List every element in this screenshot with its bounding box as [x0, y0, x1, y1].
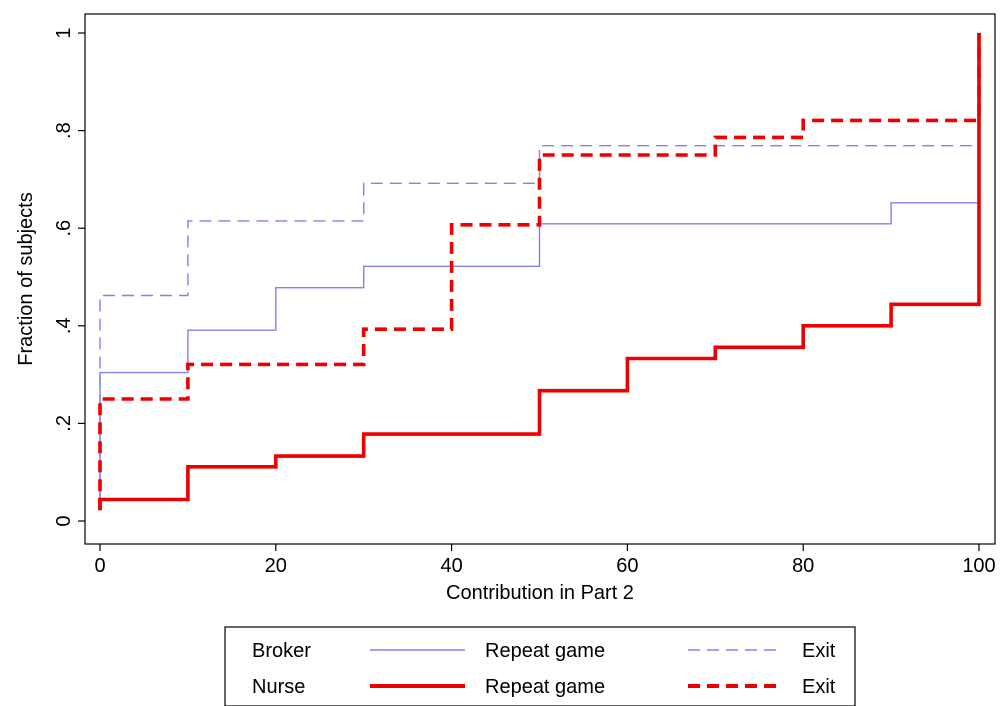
- y-tick-label: 1: [53, 27, 75, 38]
- series-layer: [98, 33, 981, 511]
- legend-group-nurse: Nurse: [252, 676, 305, 698]
- y-tick-label: .4: [53, 317, 75, 334]
- y-tick-label: .8: [53, 122, 75, 139]
- legend-group-broker: Broker: [252, 640, 311, 662]
- legend: Broker Repeat game Exit Nurse Repeat gam…: [224, 626, 856, 706]
- legend-label-broker-exit: Exit: [802, 640, 836, 662]
- series-nurse-repeat-game: [98, 33, 981, 511]
- series-broker-exit: [99, 33, 980, 502]
- y-axis: 0 .2 .4 .6 .8 1: [53, 27, 85, 527]
- y-axis-title: Fraction of subjects: [15, 192, 37, 365]
- x-axis-title: Contribution in Part 2: [446, 582, 634, 604]
- legend-label-broker-repeat: Repeat game: [485, 640, 605, 662]
- y-tick-label: 0: [53, 515, 75, 526]
- x-tick-label: 80: [792, 555, 814, 577]
- series-nurse-exit: [98, 33, 981, 511]
- x-tick-label: 100: [962, 555, 995, 577]
- legend-label-nurse-repeat: Repeat game: [485, 676, 605, 698]
- x-tick-label: 40: [440, 555, 462, 577]
- legend-box: [224, 626, 856, 706]
- y-tick-label: .2: [53, 415, 75, 432]
- x-tick-label: 0: [94, 555, 105, 577]
- legend-label-nurse-exit: Exit: [802, 676, 836, 698]
- x-tick-label: 60: [616, 555, 638, 577]
- x-axis: 0 20 40 60 80 100: [94, 544, 996, 577]
- y-tick-label: .6: [53, 220, 75, 237]
- plot-area: [84, 13, 996, 545]
- x-tick-label: 20: [265, 555, 287, 577]
